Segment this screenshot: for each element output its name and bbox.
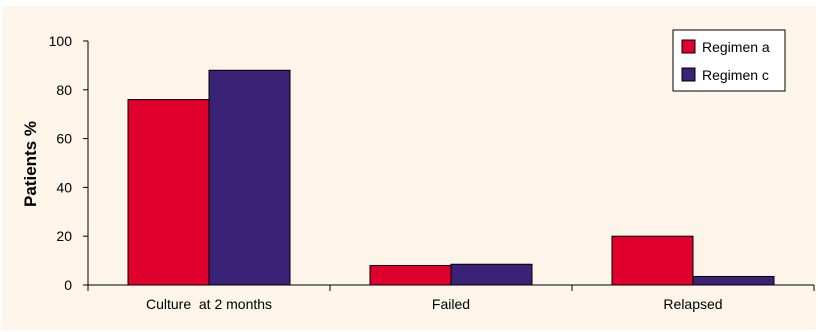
x-category-label: Relapsed — [663, 296, 722, 312]
y-tick-label: 100 — [49, 33, 73, 49]
x-category-label: Failed — [432, 296, 470, 312]
y-axis-label: Patients % — [21, 121, 40, 207]
y-tick-label: 0 — [64, 277, 72, 293]
x-category-label: Culture at 2 months — [146, 296, 272, 312]
bars-group — [127, 69, 775, 286]
bar-regimen-c-2 — [692, 275, 775, 286]
legend-label: Regimen c — [702, 67, 769, 83]
legend-label: Regimen a — [702, 39, 770, 55]
y-tick-label: 60 — [56, 131, 72, 147]
legend-swatch — [681, 67, 696, 82]
x-axis: Culture at 2 months Failed Relapsed — [87, 284, 815, 312]
bar-regimen-a-2 — [611, 235, 694, 286]
y-tick-label: 80 — [56, 82, 72, 98]
bar-regimen-c-1 — [450, 263, 533, 286]
bar-regimen-a-1 — [369, 264, 452, 286]
y-tick-label: 20 — [56, 228, 72, 244]
bar-regimen-a-0 — [127, 99, 210, 286]
y-tick-label: 40 — [56, 179, 72, 195]
bar-regimen-c-0 — [208, 69, 291, 286]
y-axis: 0 20 40 60 80 100 — [49, 33, 89, 293]
legend-swatch — [681, 39, 696, 54]
legend: Regimen a Regimen c — [672, 29, 786, 92]
